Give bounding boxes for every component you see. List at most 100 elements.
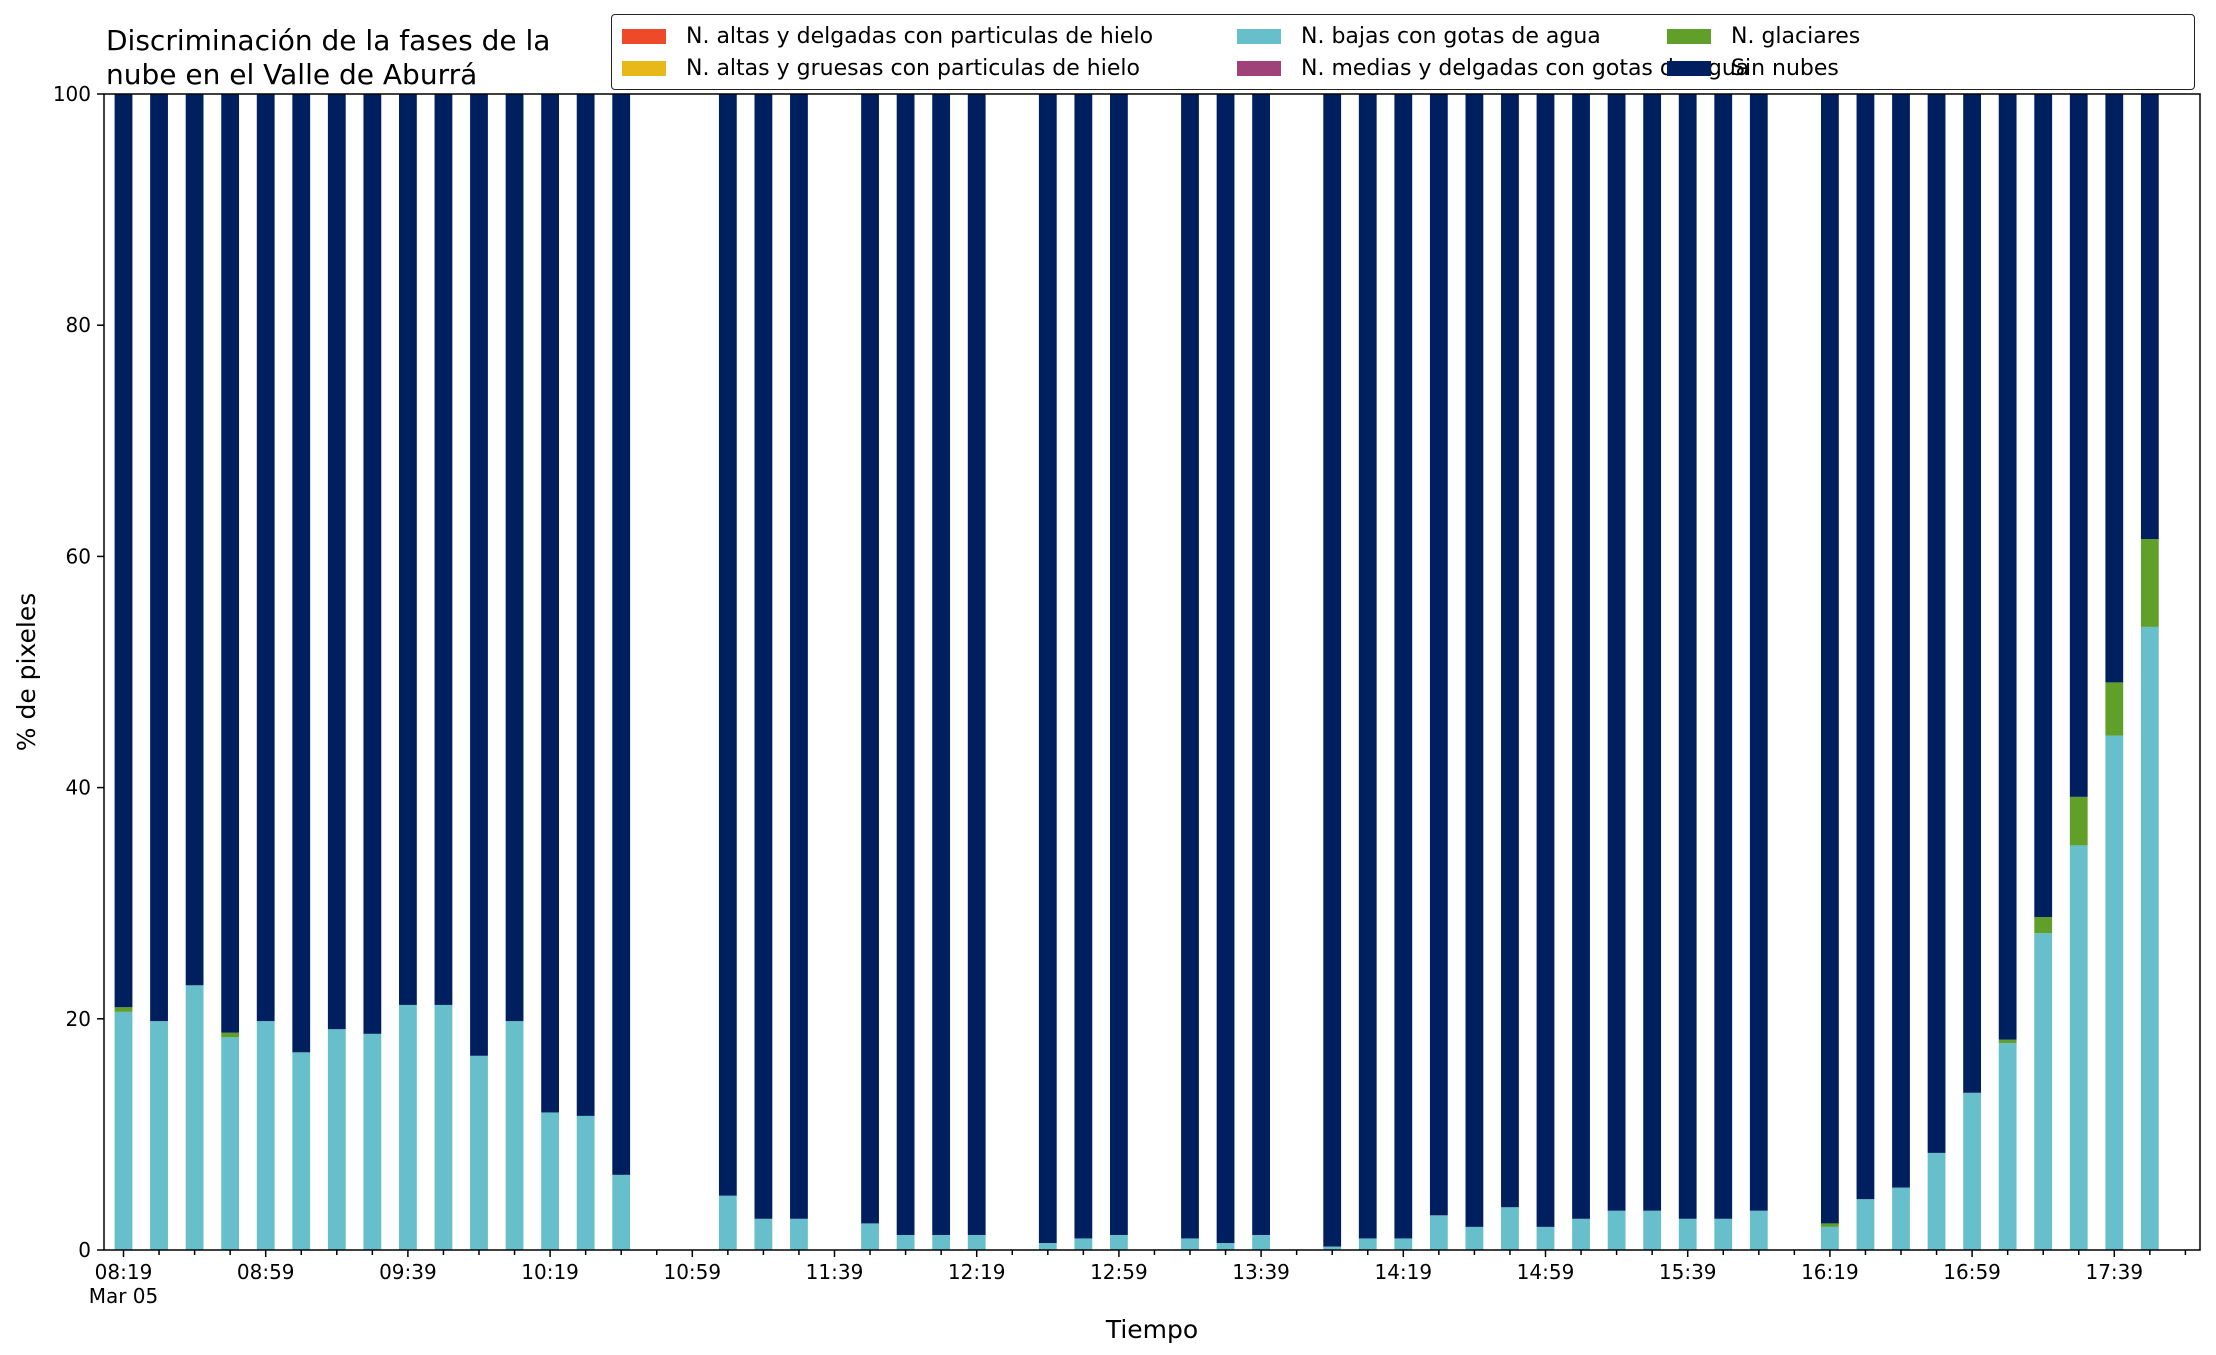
- bar-segment-0949-s5: [434, 94, 453, 1005]
- bar-segment-1209-s2: [932, 1234, 951, 1250]
- bar-segment-1719-s2: [2034, 933, 2053, 1250]
- bar-segment-1339-s2: [1252, 1234, 1270, 1250]
- bar-segment-1709-s4: [1998, 1039, 2017, 1044]
- bar-segment-0849-s5: [221, 94, 240, 1033]
- bar-segment-1439-s5: [1465, 94, 1484, 1227]
- bar-segment-0829-s5: [150, 94, 168, 1022]
- bar-segment-1359-s2: [1323, 1246, 1342, 1250]
- legend-swatch-4: [1667, 28, 1711, 44]
- bar-group: [114, 94, 2159, 1250]
- bar-segment-0919-s2: [327, 1029, 346, 1250]
- bar-segment-1119-s5: [754, 94, 773, 1219]
- x-tick-label-10: 14:59: [1517, 1260, 1575, 1284]
- bar-segment-1449-s5: [1501, 94, 1519, 1208]
- bar-segment-0839-s2: [185, 985, 204, 1250]
- legend-item-2: N. bajas con gotas de agua: [1237, 21, 1601, 51]
- legend-item-4: N. glaciares: [1667, 21, 1860, 51]
- bar-segment-1729-s4: [2069, 796, 2088, 846]
- bar-segment-0819-s5: [114, 94, 133, 1008]
- x-tick-label-1: 08:59: [237, 1260, 295, 1284]
- legend-item-0: N. altas y delgadas con particulas de hi…: [622, 21, 1153, 51]
- bar-segment-1639-s5: [1892, 94, 1910, 1188]
- x-axis-label: Tiempo: [1105, 1315, 1198, 1344]
- x-tick-label-12: 16:19: [1801, 1260, 1859, 1284]
- bar-segment-1329-s2: [1216, 1243, 1235, 1250]
- y-tick-label-0: 0: [78, 1238, 91, 1262]
- bar-segment-1339-s5: [1252, 94, 1270, 1235]
- bar-segment-1619-s5: [1821, 94, 1839, 1224]
- bar-segment-1039-s5: [612, 94, 631, 1175]
- bar-segment-1549-s2: [1714, 1218, 1733, 1250]
- bar-segment-1159-s2: [896, 1234, 915, 1250]
- bar-segment-1009-s5: [505, 94, 524, 1022]
- bar-segment-1629-s5: [1856, 94, 1875, 1200]
- x-tick-label-0: 08:19: [95, 1260, 153, 1284]
- legend-swatch-2: [1237, 28, 1281, 44]
- y-tick-label-20: 20: [66, 1007, 91, 1031]
- legend-swatch-3: [1237, 60, 1281, 76]
- x-tick-label-2: 09:39: [379, 1260, 437, 1284]
- bar-segment-0939-s5: [399, 94, 417, 1005]
- legend-item-1: N. altas y gruesas con particulas de hie…: [622, 53, 1140, 83]
- bar-segment-1249-s2: [1074, 1238, 1093, 1250]
- bar-segment-1029-s5: [576, 94, 595, 1116]
- y-axis-label: % de pixeles: [12, 593, 41, 751]
- bar-segment-1239-s2: [1038, 1243, 1057, 1250]
- legend-item-5: Sin nubes: [1667, 53, 1839, 83]
- bar-segment-0919-s5: [327, 94, 346, 1030]
- bar-segment-1659-s5: [1963, 94, 1981, 1093]
- bar-segment-1129-s2: [790, 1218, 808, 1250]
- bar-segment-1659-s2: [1963, 1092, 1981, 1250]
- bar-segment-1149-s5: [861, 94, 879, 1224]
- bar-segment-1409-s5: [1358, 94, 1377, 1239]
- bar-segment-1439-s2: [1465, 1226, 1484, 1250]
- bar-segment-1449-s2: [1501, 1207, 1519, 1250]
- bar-segment-1649-s5: [1927, 94, 1946, 1153]
- bar-segment-1259-s5: [1110, 94, 1128, 1235]
- bar-segment-1649-s2: [1927, 1152, 1946, 1250]
- bar-segment-1539-s2: [1678, 1218, 1697, 1250]
- bar-segment-1719-s4: [2034, 917, 2053, 934]
- bar-segment-1119-s2: [754, 1218, 773, 1250]
- bar-segment-1219-s2: [967, 1234, 986, 1250]
- plot-frame: [103, 93, 2201, 1251]
- bar-segment-1529-s2: [1643, 1210, 1662, 1250]
- bar-segment-1739-s2: [2105, 735, 2124, 1250]
- x-tick-label-4: 10:59: [663, 1260, 721, 1284]
- bar-segment-1219-s5: [967, 94, 986, 1235]
- bar-segment-1529-s5: [1643, 94, 1662, 1211]
- x-tick-label-5: 11:39: [806, 1260, 864, 1284]
- bar-segment-0909-s2: [292, 1052, 311, 1250]
- bar-segment-1419-s5: [1394, 94, 1413, 1239]
- bar-segment-1519-s5: [1607, 94, 1626, 1211]
- bar-segment-1239-s5: [1038, 94, 1057, 1244]
- bar-segment-1729-s2: [2069, 845, 2088, 1250]
- x-tick-label-9: 14:19: [1374, 1260, 1432, 1284]
- bar-segment-1429-s5: [1429, 94, 1448, 1216]
- bar-segment-0909-s5: [292, 94, 311, 1053]
- x-tick-label-8: 13:39: [1232, 1260, 1290, 1284]
- bar-segment-1209-s5: [932, 94, 951, 1235]
- bar-segment-1329-s5: [1216, 94, 1235, 1244]
- bar-segment-0939-s2: [399, 1004, 417, 1250]
- bar-segment-1559-s2: [1749, 1210, 1768, 1250]
- bar-segment-1319-s2: [1181, 1238, 1199, 1250]
- bar-segment-1549-s5: [1714, 94, 1733, 1219]
- x-tick-label-11: 15:39: [1659, 1260, 1717, 1284]
- bar-segment-1419-s2: [1394, 1238, 1413, 1250]
- bar-segment-1739-s4: [2105, 682, 2124, 736]
- bar-segment-0859-s5: [256, 94, 275, 1022]
- chart-title: Discriminación de la fases de la nube en…: [106, 24, 551, 91]
- bar-segment-1029-s2: [576, 1115, 595, 1250]
- legend: N. altas y delgadas con particulas de hi…: [611, 14, 2195, 90]
- bar-segment-1459-s5: [1536, 94, 1555, 1227]
- bar-segment-1509-s2: [1572, 1218, 1590, 1250]
- y-tick-label-80: 80: [66, 313, 91, 337]
- bar-segment-1619-s2: [1821, 1226, 1839, 1250]
- x-tick-label-0-sub: Mar 05: [89, 1284, 159, 1308]
- legend-swatch-5: [1667, 60, 1711, 76]
- bar-segment-1019-s2: [541, 1112, 559, 1250]
- bar-segment-1129-s5: [790, 94, 808, 1219]
- y-tick-label-60: 60: [66, 544, 91, 568]
- x-tick-label-13: 16:59: [1943, 1260, 2001, 1284]
